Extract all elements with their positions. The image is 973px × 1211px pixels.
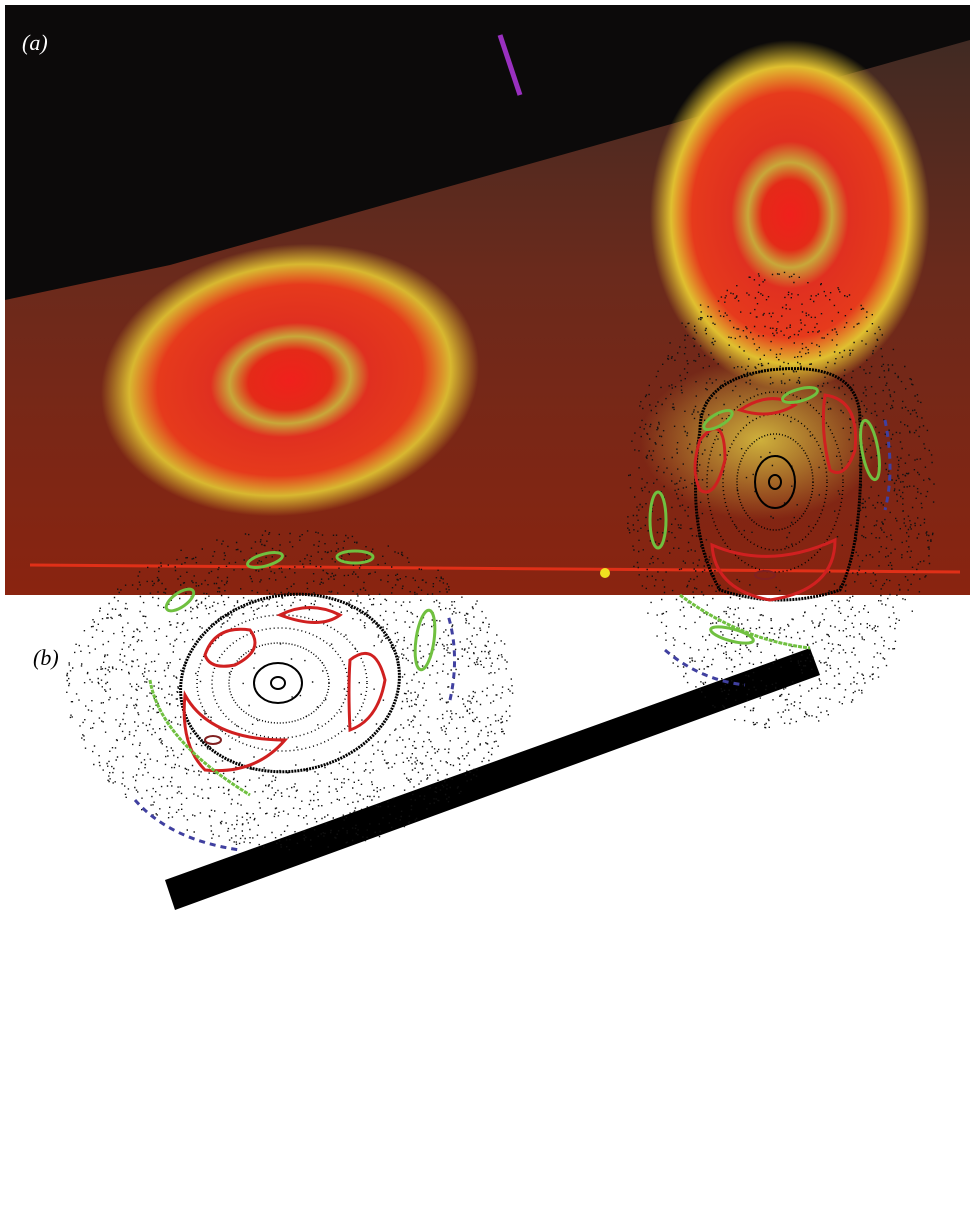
orbit [254,663,302,703]
red-island [205,736,221,744]
right-vortex [650,40,930,390]
orbit [229,643,329,723]
blue-island [135,800,240,850]
boundary-orbit [166,577,413,789]
highlight [600,568,610,578]
figure: (a) (b) [0,0,973,1211]
orbit [197,615,367,751]
panel-label: (b) [33,645,59,670]
panel-label: (a) [22,30,48,55]
photo-panel: (a) [5,5,970,595]
orbit [271,677,285,689]
wall-bar [165,648,820,910]
green-island [412,609,438,671]
green-island [680,595,810,648]
